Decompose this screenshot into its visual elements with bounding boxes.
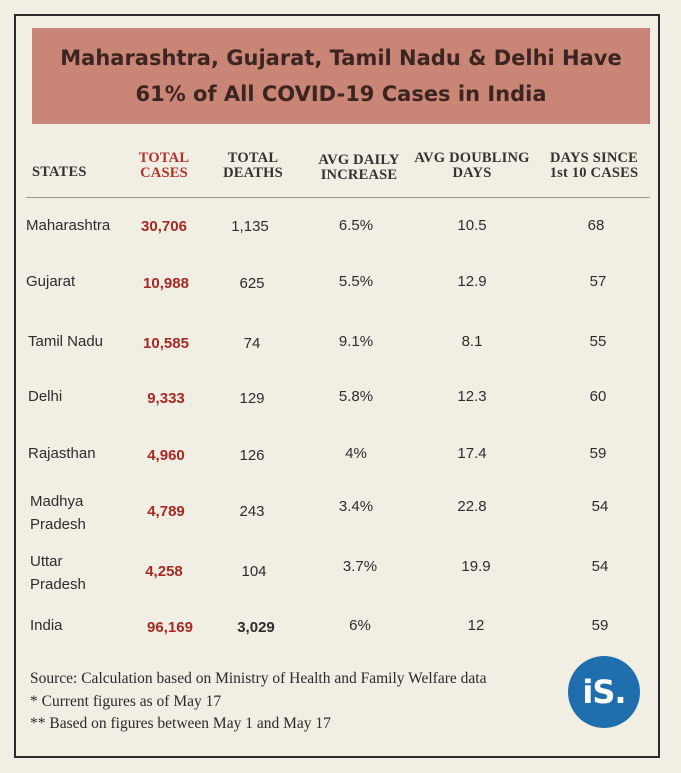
state-name: Tamil Nadu: [28, 333, 104, 350]
total-deaths-value: 129: [239, 390, 265, 407]
state-name: Maharashtra: [26, 217, 111, 234]
avg-daily-increase-value: 3.7%: [342, 558, 378, 575]
state-name: Gujarat: [26, 273, 76, 290]
header-avg-doubling-days: AVG DOUBLING DAYS: [414, 150, 530, 181]
header-avg-daily-increase: AVG DAILY INCREASE: [318, 152, 400, 183]
footnote-current-figures: * Current figures as of May 17: [30, 693, 222, 710]
state-name: India: [30, 617, 63, 634]
avg-doubling-days-value: 12: [467, 617, 485, 634]
total-deaths-value: 74: [243, 335, 261, 352]
title-band: Maharashtra, Gujarat, Tamil Nadu & Delhi…: [32, 28, 650, 124]
total-cases-value: 9,333: [147, 390, 185, 407]
page-title: Maharashtra, Gujarat, Tamil Nadu & Delhi…: [60, 46, 622, 106]
total-deaths-value: 104: [241, 563, 267, 580]
avg-doubling-days-value: 12.9: [457, 273, 487, 290]
state-name: Delhi: [28, 388, 63, 405]
total-cases-value: 10,585: [143, 335, 189, 352]
avg-doubling-days-value: 12.3: [457, 388, 487, 405]
days-since-value: 59: [589, 445, 607, 462]
total-cases-value: 10,988: [143, 275, 189, 292]
state-name: Uttar Pradesh: [30, 553, 86, 593]
header-states: STATES: [32, 164, 87, 180]
days-since-value: 68: [587, 217, 605, 234]
state-name: Rajasthan: [28, 445, 96, 462]
total-deaths-value: 243: [239, 503, 265, 520]
total-cases-value: 30,706: [141, 218, 187, 235]
header-days-since: DAYS SINCE 1st 10 CASES: [549, 150, 639, 181]
state-name: Madhya Pradesh: [30, 493, 86, 533]
avg-doubling-days-value: 19.9: [461, 558, 491, 575]
days-since-value: 54: [591, 558, 609, 575]
infographic-frame: Maharashtra, Gujarat, Tamil Nadu & Delhi…: [14, 14, 660, 758]
header-total-deaths: TOTAL DEATHS: [223, 150, 283, 181]
avg-doubling-days-value: 10.5: [457, 217, 487, 234]
avg-doubling-days-value: 17.4: [457, 445, 487, 462]
footnote-figures-range: ** Based on figures between May 1 and Ma…: [30, 715, 331, 732]
days-since-value: 57: [589, 273, 607, 290]
total-cases-value: 4,789: [147, 503, 185, 520]
avg-daily-increase-value: 5.5%: [338, 273, 374, 290]
total-deaths-value: 126: [239, 447, 265, 464]
avg-daily-increase-value: 5.8%: [338, 388, 374, 405]
avg-doubling-days-value: 8.1: [461, 333, 483, 350]
total-cases-value: 4,960: [147, 447, 185, 464]
total-cases-value: 96,169: [147, 619, 193, 636]
avg-daily-increase-value: 6%: [349, 617, 371, 634]
avg-daily-increase-value: 9.1%: [338, 333, 374, 350]
avg-doubling-days-value: 22.8: [457, 498, 487, 515]
days-since-value: 54: [591, 498, 609, 515]
days-since-value: 59: [591, 617, 609, 634]
source-note: Source: Calculation based on Ministry of…: [30, 670, 487, 687]
total-deaths-value: 3,029: [237, 619, 275, 636]
header-total-cases: TOTAL CASES: [138, 150, 190, 181]
avg-daily-increase-value: 4%: [345, 445, 367, 462]
days-since-value: 55: [589, 333, 607, 350]
total-deaths-value: 1,135: [231, 218, 269, 235]
avg-daily-increase-value: 6.5%: [338, 217, 374, 234]
header-divider: [26, 197, 650, 198]
total-cases-value: 4,258: [145, 563, 183, 580]
indiaspend-logo: iS.: [568, 656, 640, 728]
logo-text: iS.: [582, 673, 626, 711]
total-deaths-value: 625: [239, 275, 265, 292]
days-since-value: 60: [589, 388, 607, 405]
avg-daily-increase-value: 3.4%: [338, 498, 374, 515]
